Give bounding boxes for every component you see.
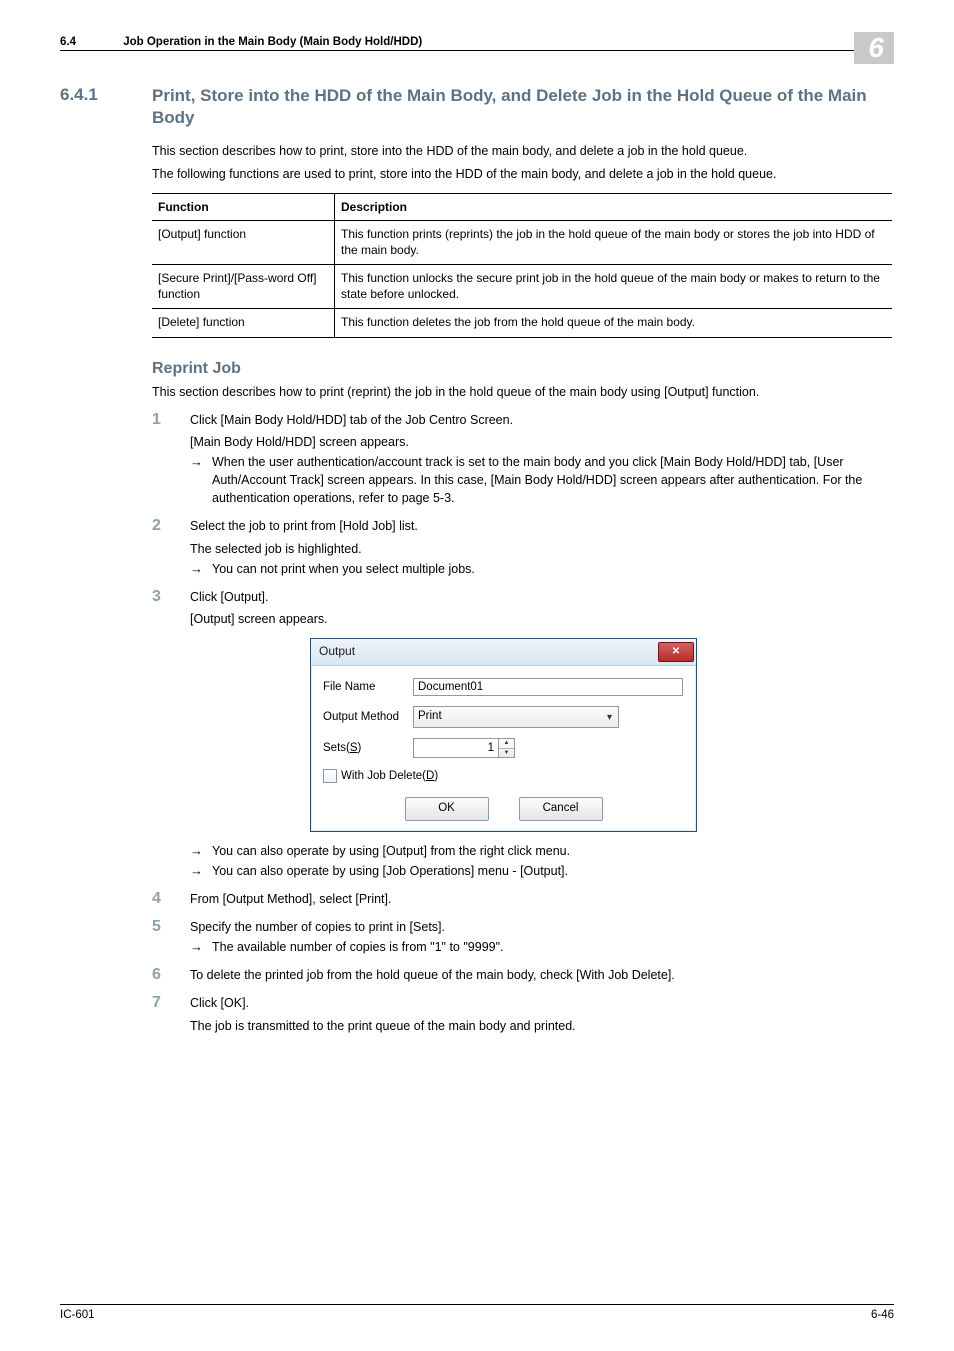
step-note: You can also operate by using [Output] f… — [190, 842, 894, 860]
function-cell: [Secure Print]/[Pass-word Off] function — [152, 265, 335, 309]
function-table-head-description: Description — [335, 193, 893, 220]
spin-down-icon[interactable]: ▼ — [499, 749, 514, 758]
step-text: Select the job to print from [Hold Job] … — [190, 519, 418, 533]
step-number: 6 — [152, 963, 161, 986]
close-icon[interactable] — [658, 642, 694, 662]
chapter-number-badge: 6 — [854, 32, 894, 64]
step-number: 3 — [152, 585, 161, 608]
output-method-value: Print — [418, 710, 442, 722]
description-cell: This function deletes the job from the h… — [335, 309, 893, 338]
page-footer: IC-601 6-46 — [60, 1304, 894, 1321]
sets-label: Sets(S) — [323, 740, 413, 757]
running-header-text: 6.4 Job Operation in the Main Body (Main… — [60, 36, 894, 48]
step-text: Click [Output]. — [190, 590, 269, 604]
step-text: From [Output Method], select [Print]. — [190, 892, 391, 906]
steps-list: 1 Click [Main Body Hold/HDD] tab of the … — [152, 411, 894, 1035]
function-table: Function Description [Output] function T… — [152, 193, 892, 338]
section-heading: 6.4.1 Print, Store into the HDD of the M… — [60, 85, 894, 129]
intro-paragraph-2: The following functions are used to prin… — [152, 166, 894, 183]
step-subtext: The job is transmitted to the print queu… — [190, 1017, 894, 1035]
section-title: Print, Store into the HDD of the Main Bo… — [152, 85, 894, 129]
file-name-input[interactable] — [413, 678, 683, 696]
step-note: You can not print when you select multip… — [190, 560, 894, 578]
output-dialog: Output File Name Output Method Print — [310, 638, 697, 832]
with-job-delete-checkbox[interactable]: With Job Delete(D) — [323, 768, 684, 785]
with-job-delete-label: With Job Delete(D) — [341, 768, 438, 785]
section-number: 6.4.1 — [60, 85, 152, 129]
sets-spin-buttons[interactable]: ▲▼ — [499, 738, 515, 758]
sets-input[interactable] — [413, 738, 499, 758]
footer-right: 6-46 — [871, 1309, 894, 1321]
dialog-title-text: Output — [319, 643, 355, 660]
table-row: [Delete] function This function deletes … — [152, 309, 892, 338]
table-row: [Secure Print]/[Pass-word Off] function … — [152, 265, 892, 309]
file-name-label: File Name — [323, 679, 413, 696]
spin-up-icon[interactable]: ▲ — [499, 739, 514, 749]
output-method-label: Output Method — [323, 709, 413, 726]
dialog-titlebar: Output — [311, 639, 696, 666]
ok-button[interactable]: OK — [405, 797, 489, 821]
footer-left: IC-601 — [60, 1309, 95, 1321]
running-header-title: Job Operation in the Main Body (Main Bod… — [123, 36, 422, 48]
subsection-heading: Reprint Job — [152, 360, 894, 378]
page-header: 6.4 Job Operation in the Main Body (Main… — [60, 36, 894, 51]
function-table-head-function: Function — [152, 193, 335, 220]
step-6: 6 To delete the printed job from the hol… — [152, 966, 894, 984]
output-method-select[interactable]: Print — [413, 706, 619, 728]
step-3: 3 Click [Output]. [Output] screen appear… — [152, 588, 894, 880]
step-text: To delete the printed job from the hold … — [190, 968, 675, 982]
step-note: The available number of copies is from "… — [190, 938, 894, 956]
step-7: 7 Click [OK]. The job is transmitted to … — [152, 994, 894, 1034]
step-2: 2 Select the job to print from [Hold Job… — [152, 517, 894, 577]
cancel-button[interactable]: Cancel — [519, 797, 603, 821]
step-4: 4 From [Output Method], select [Print]. — [152, 890, 894, 908]
step-number: 4 — [152, 887, 161, 910]
step-number: 2 — [152, 514, 161, 537]
step-subtext: [Output] screen appears. — [190, 610, 894, 628]
step-1: 1 Click [Main Body Hold/HDD] tab of the … — [152, 411, 894, 508]
running-header-num: 6.4 — [60, 36, 120, 48]
step-text: Click [Main Body Hold/HDD] tab of the Jo… — [190, 413, 513, 427]
reprint-intro: This section describes how to print (rep… — [152, 384, 894, 401]
step-subtext: [Main Body Hold/HDD] screen appears. — [190, 433, 894, 451]
step-number: 5 — [152, 915, 161, 938]
step-number: 1 — [152, 408, 161, 431]
output-dialog-figure: Output File Name Output Method Print — [310, 638, 894, 832]
intro-paragraph-1: This section describes how to print, sto… — [152, 143, 894, 160]
function-cell: [Delete] function — [152, 309, 335, 338]
function-cell: [Output] function — [152, 220, 335, 264]
step-note: When the user authentication/account tra… — [190, 453, 894, 507]
step-subtext: The selected job is highlighted. — [190, 540, 894, 558]
description-cell: This function prints (reprints) the job … — [335, 220, 893, 264]
checkbox-box-icon[interactable] — [323, 769, 337, 783]
step-number: 7 — [152, 991, 161, 1014]
step-5: 5 Specify the number of copies to print … — [152, 918, 894, 956]
step-note: You can also operate by using [Job Opera… — [190, 862, 894, 880]
table-row: [Output] function This function prints (… — [152, 220, 892, 264]
sets-stepper[interactable]: ▲▼ — [413, 738, 515, 758]
description-cell: This function unlocks the secure print j… — [335, 265, 893, 309]
step-text: Specify the number of copies to print in… — [190, 920, 445, 934]
step-text: Click [OK]. — [190, 996, 249, 1010]
